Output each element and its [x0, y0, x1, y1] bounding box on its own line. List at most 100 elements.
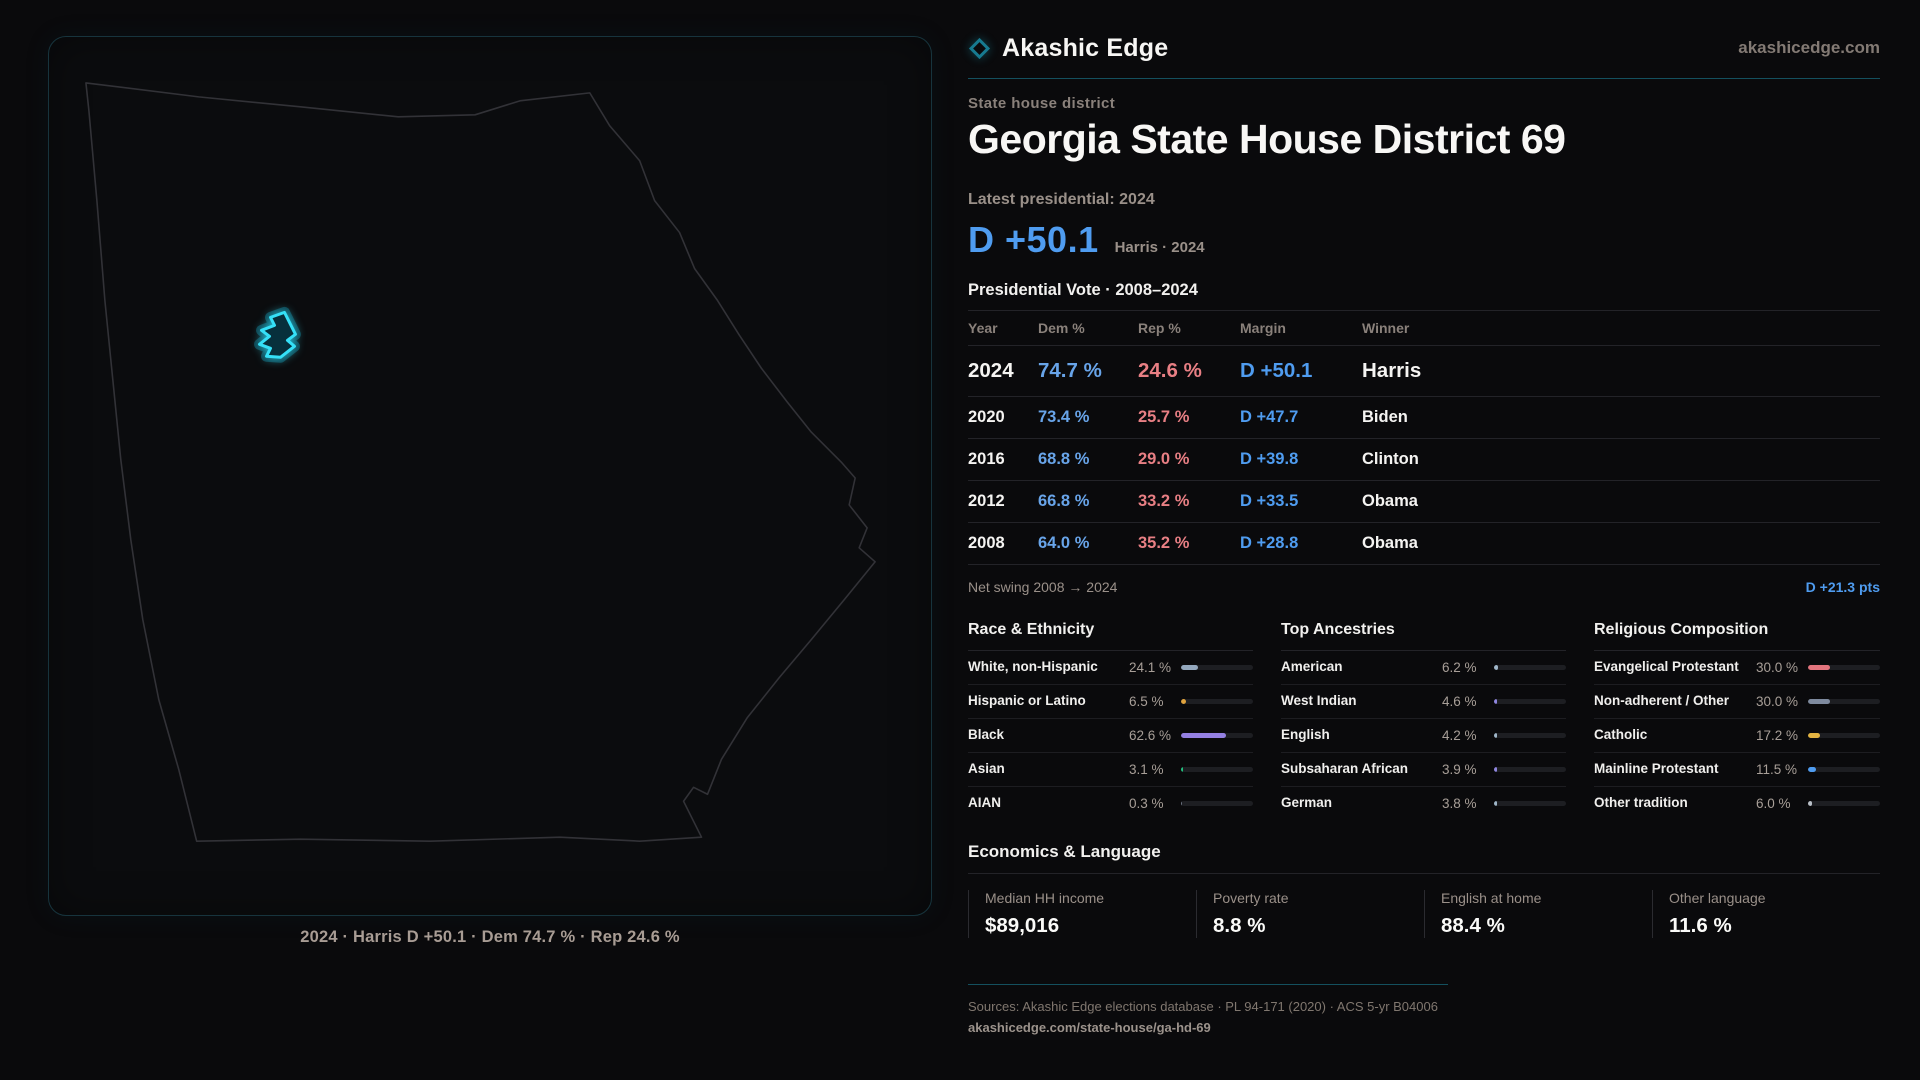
cell-dem: 66.8 %: [1038, 492, 1090, 511]
religion-section: Religious Composition Evangelical Protes…: [1594, 621, 1880, 819]
brand-name: Akashic Edge: [1002, 33, 1169, 62]
col-year: Year: [968, 320, 998, 337]
cell-year: 2020: [968, 408, 1005, 427]
demo-row: AIAN 0.3 %: [968, 787, 1253, 820]
demo-value: 30.0 %: [1756, 660, 1799, 676]
cell-year: 2012: [968, 492, 1005, 511]
footer-divider: [968, 983, 1448, 985]
net-swing-value: D +21.3 pts: [1805, 579, 1880, 596]
georgia-map: [85, 82, 876, 842]
brand-domain-link[interactable]: akashicedge.com: [1738, 38, 1880, 57]
col-dem: Dem %: [1038, 320, 1085, 337]
stat-poverty-rate: Poverty rate 8.8 %: [1196, 889, 1424, 938]
table-row: 2016 68.8 % 29.0 % D +39.8 Clinton: [968, 439, 1880, 482]
demo-value: 6.2 %: [1442, 660, 1477, 676]
demo-row: Mainline Protestant 11.5 %: [1594, 753, 1880, 787]
stat-other-language: Other language 11.6 %: [1652, 889, 1880, 938]
presidential-vote-table: Year Dem % Rep % Margin Winner 2024 74.7…: [968, 310, 1880, 607]
demo-bar: [1181, 665, 1253, 671]
demo-label: Hispanic or Latino: [968, 693, 1086, 709]
stat-label: English at home: [1441, 889, 1542, 906]
brand: Akashic Edge: [968, 34, 1168, 63]
section-title: Religious Composition: [1594, 621, 1880, 652]
report-panel: Akashic Edge akashicedge.com State house…: [968, 30, 1880, 1035]
economics-section: Economics & Language Median HH income $8…: [968, 842, 1880, 938]
demo-value: 4.2 %: [1442, 727, 1477, 743]
cell-rep: 25.7 %: [1138, 408, 1190, 427]
demo-bar: [1181, 698, 1253, 704]
demo-label: American: [1281, 659, 1343, 675]
demo-bar: [1808, 698, 1880, 704]
district-highlight: [258, 310, 297, 359]
demo-bar: [1808, 732, 1880, 738]
stats-row: Median HH income $89,016 Poverty rate 8.…: [968, 889, 1880, 938]
brand-diamond-icon: [968, 37, 991, 59]
sources-text: Sources: Akashic Edge elections database…: [968, 998, 1438, 1014]
col-rep: Rep %: [1138, 320, 1181, 337]
demo-bar: [1494, 732, 1566, 738]
demo-value: 6.5 %: [1129, 693, 1164, 709]
section-title: Top Ancestries: [1281, 621, 1566, 652]
demo-label: Mainline Protestant: [1594, 760, 1719, 776]
demo-value: 4.6 %: [1442, 693, 1477, 709]
stat-value: 88.4 %: [1441, 913, 1505, 937]
demo-bar: [1808, 766, 1880, 772]
cell-dem: 68.8 %: [1038, 450, 1090, 469]
cell-dem: 74.7 %: [1038, 359, 1102, 383]
demo-bar: [1808, 665, 1880, 671]
stat-label: Other language: [1669, 889, 1766, 906]
demo-value: 11.5 %: [1756, 761, 1798, 777]
demo-row: German 3.8 %: [1281, 787, 1566, 820]
cell-dem: 73.4 %: [1038, 408, 1090, 427]
page-title: Georgia State House District 69: [968, 116, 1566, 162]
map-caption: 2024 · Harris D +50.1 · Dem 74.7 % · Rep…: [300, 928, 680, 946]
permalink[interactable]: akashicedge.com/state-house/ga-hd-69: [968, 1019, 1211, 1035]
stat-value: 8.8 %: [1213, 913, 1266, 937]
demo-value: 30.0 %: [1756, 693, 1799, 709]
section-title: Economics & Language: [968, 841, 1161, 861]
cell-rep: 33.2 %: [1138, 492, 1190, 511]
stat-english-at-home: English at home 88.4 %: [1424, 889, 1652, 938]
demo-value: 0.3 %: [1129, 795, 1164, 811]
demo-row: Catholic 17.2 %: [1594, 719, 1880, 753]
demo-row: Non-adherent / Other 30.0 %: [1594, 685, 1880, 719]
demo-row: English 4.2 %: [1281, 719, 1566, 753]
table-row: 2008 64.0 % 35.2 % D +28.8 Obama: [968, 523, 1880, 566]
demo-row: White, non-Hispanic 24.1 %: [968, 651, 1253, 686]
demo-bar: [1494, 766, 1566, 772]
race-ethnicity-section: Race & Ethnicity White, non-Hispanic 24.…: [968, 621, 1253, 819]
cell-winner: Biden: [1362, 408, 1408, 427]
demo-bar: [1808, 800, 1880, 806]
cell-year: 2016: [968, 450, 1005, 469]
demo-label: West Indian: [1281, 693, 1357, 709]
demo-label: White, non-Hispanic: [968, 659, 1098, 675]
demo-label: Other tradition: [1594, 794, 1688, 810]
demo-label: Evangelical Protestant: [1594, 659, 1739, 675]
table-row: 2012 66.8 % 33.2 % D +33.5 Obama: [968, 481, 1880, 524]
demo-row: Black 62.6 %: [968, 719, 1253, 753]
cell-winner: Obama: [1362, 534, 1418, 553]
stat-value: $89,016: [985, 913, 1060, 937]
demo-label: German: [1281, 794, 1333, 810]
cell-dem: 64.0 %: [1038, 534, 1090, 553]
demo-bar: [1181, 766, 1253, 772]
demo-row: Asian 3.1 %: [968, 753, 1253, 787]
demo-label: Asian: [968, 760, 1005, 776]
section-title: Race & Ethnicity: [968, 621, 1253, 652]
col-margin: Margin: [1240, 320, 1286, 337]
table-row: 2024 74.7 % 24.6 % D +50.1 Harris: [968, 346, 1880, 398]
net-swing-row: Net swing 2008 → 2024 D +21.3 pts: [968, 565, 1880, 607]
demo-bar: [1494, 800, 1566, 806]
demo-label: AIAN: [968, 794, 1001, 810]
cell-rep: 24.6 %: [1138, 359, 1202, 383]
stat-label: Poverty rate: [1213, 889, 1289, 906]
cell-winner: Obama: [1362, 492, 1418, 511]
header: Akashic Edge akashicedge.com: [968, 30, 1880, 66]
demo-value: 3.1 %: [1129, 761, 1164, 777]
demo-value: 17.2 %: [1756, 727, 1799, 743]
cell-margin: D +50.1: [1240, 359, 1313, 383]
stat-median-income: Median HH income $89,016: [968, 889, 1196, 938]
demo-row: Evangelical Protestant 30.0 %: [1594, 651, 1880, 686]
stat-value: 11.6 %: [1669, 913, 1732, 937]
